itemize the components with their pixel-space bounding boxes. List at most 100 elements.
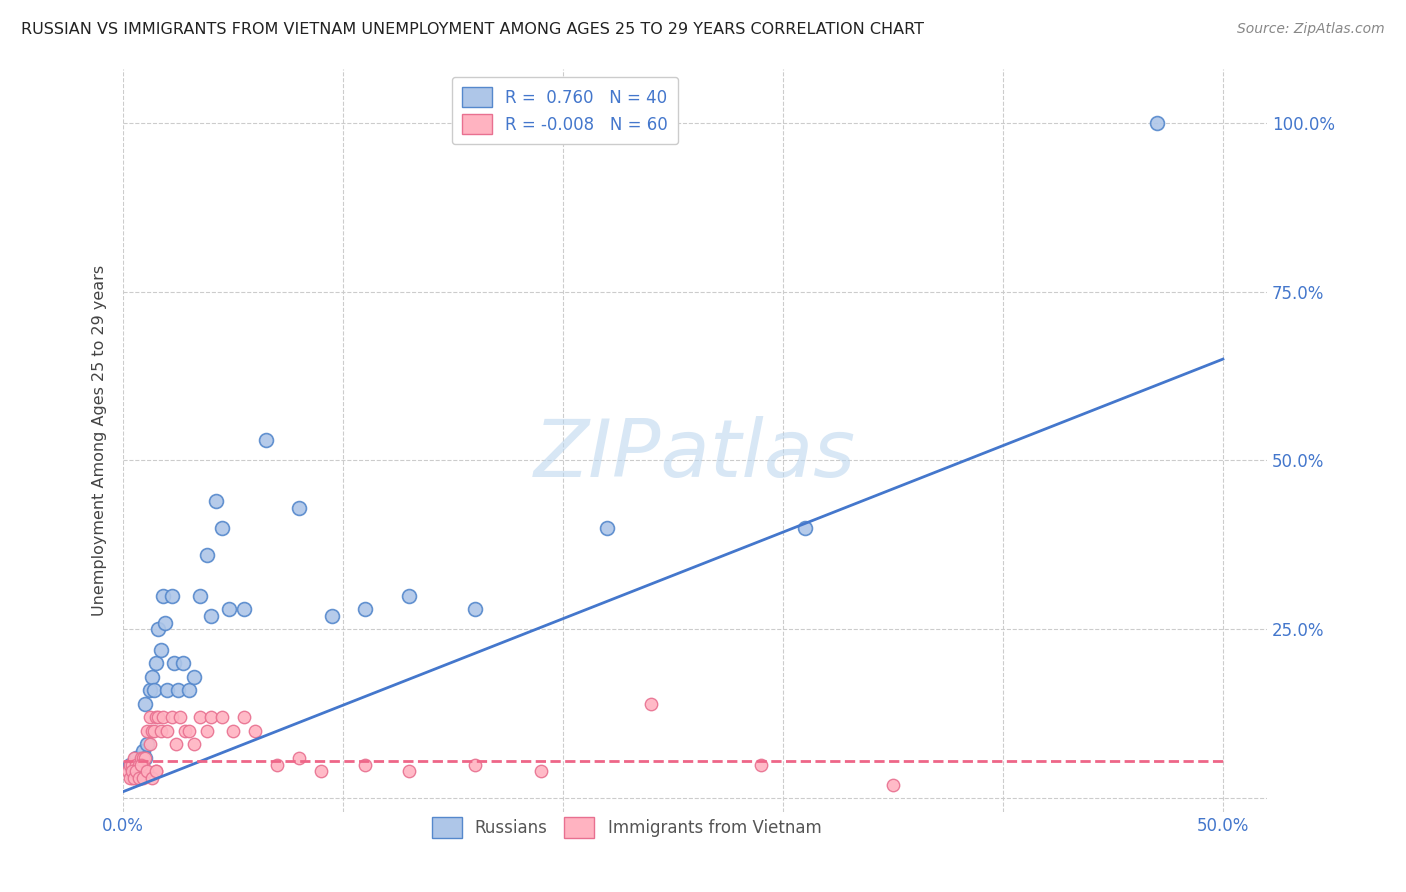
Point — [398, 589, 420, 603]
Point — [640, 697, 662, 711]
Point — [117, 764, 139, 779]
Point — [148, 623, 170, 637]
Legend: Russians, Immigrants from Vietnam: Russians, Immigrants from Vietnam — [425, 811, 828, 845]
Point — [179, 683, 201, 698]
Point — [138, 710, 160, 724]
Point — [149, 642, 172, 657]
Point — [321, 608, 343, 623]
Point — [134, 751, 156, 765]
Point — [136, 764, 159, 779]
Point — [195, 723, 218, 738]
Point — [118, 757, 141, 772]
Point — [211, 521, 233, 535]
Text: Source: ZipAtlas.com: Source: ZipAtlas.com — [1237, 22, 1385, 37]
Point — [132, 751, 155, 765]
Point — [132, 771, 155, 785]
Point — [169, 710, 191, 724]
Point — [233, 710, 256, 724]
Point — [134, 764, 156, 779]
Point — [188, 589, 211, 603]
Point — [143, 723, 166, 738]
Point — [200, 710, 222, 724]
Point — [354, 757, 377, 772]
Point — [222, 723, 245, 738]
Point — [288, 751, 311, 765]
Point — [129, 764, 152, 779]
Point — [138, 683, 160, 698]
Point — [125, 751, 148, 765]
Point — [121, 757, 143, 772]
Point — [165, 737, 187, 751]
Point — [134, 751, 156, 765]
Point — [183, 670, 205, 684]
Point — [204, 494, 226, 508]
Point — [156, 723, 179, 738]
Point — [128, 757, 150, 772]
Point — [794, 521, 817, 535]
Point — [160, 710, 183, 724]
Point — [125, 764, 148, 779]
Y-axis label: Unemployment Among Ages 25 to 29 years: Unemployment Among Ages 25 to 29 years — [93, 265, 107, 615]
Point — [245, 723, 267, 738]
Point — [173, 723, 195, 738]
Point — [1146, 115, 1168, 129]
Point — [145, 657, 167, 671]
Point — [179, 723, 201, 738]
Point — [218, 602, 240, 616]
Point — [124, 751, 146, 765]
Point — [233, 602, 256, 616]
Point — [145, 764, 167, 779]
Point — [309, 764, 332, 779]
Point — [136, 737, 159, 751]
Point — [167, 683, 190, 698]
Point — [153, 615, 176, 630]
Point — [145, 764, 167, 779]
Point — [160, 589, 183, 603]
Point — [118, 771, 141, 785]
Point — [124, 764, 146, 779]
Point — [288, 500, 311, 515]
Point — [128, 764, 150, 779]
Point — [141, 771, 163, 785]
Point — [129, 751, 152, 765]
Point — [254, 433, 277, 447]
Point — [138, 737, 160, 751]
Point — [125, 764, 148, 779]
Text: ZIPatlas: ZIPatlas — [534, 416, 856, 494]
Point — [211, 710, 233, 724]
Point — [172, 657, 194, 671]
Point — [398, 764, 420, 779]
Point — [464, 757, 486, 772]
Point — [141, 670, 163, 684]
Point — [132, 744, 155, 758]
Point — [136, 723, 159, 738]
Point — [121, 764, 143, 779]
Point — [128, 771, 150, 785]
Point — [749, 757, 772, 772]
Point — [152, 710, 174, 724]
Point — [118, 757, 141, 772]
Point — [143, 683, 166, 698]
Point — [129, 757, 152, 772]
Point — [129, 757, 152, 772]
Point — [188, 710, 211, 724]
Point — [200, 608, 222, 623]
Point — [149, 723, 172, 738]
Point — [134, 697, 156, 711]
Point — [882, 778, 904, 792]
Point — [266, 757, 288, 772]
Point — [128, 771, 150, 785]
Point — [121, 771, 143, 785]
Text: RUSSIAN VS IMMIGRANTS FROM VIETNAM UNEMPLOYMENT AMONG AGES 25 TO 29 YEARS CORREL: RUSSIAN VS IMMIGRANTS FROM VIETNAM UNEMP… — [21, 22, 924, 37]
Point — [148, 710, 170, 724]
Point — [124, 771, 146, 785]
Point — [132, 757, 155, 772]
Point — [183, 737, 205, 751]
Point — [141, 723, 163, 738]
Point — [354, 602, 377, 616]
Point — [124, 764, 146, 779]
Point — [145, 710, 167, 724]
Point — [163, 657, 186, 671]
Point — [530, 764, 553, 779]
Point — [156, 683, 179, 698]
